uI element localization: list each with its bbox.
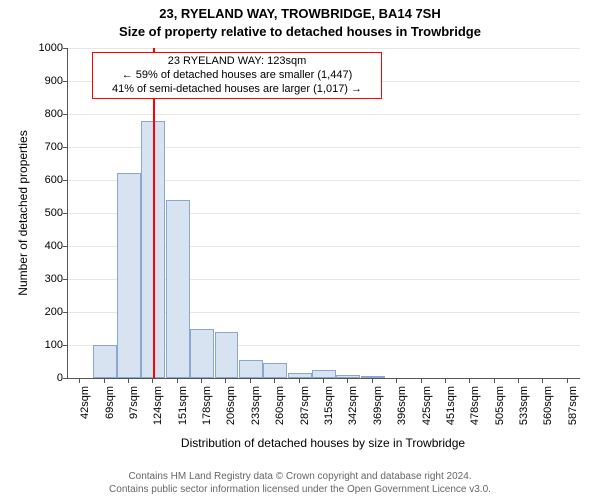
- xtick-mark: [79, 378, 80, 383]
- callout-line2: ← 59% of detached houses are smaller (1,…: [97, 69, 377, 83]
- xtick-label: 42sqm: [79, 386, 91, 436]
- bar: [117, 173, 141, 378]
- xtick-mark: [494, 378, 495, 383]
- ytick-label: 1000: [39, 42, 63, 54]
- bar: [166, 200, 190, 378]
- xtick-label: 451sqm: [445, 386, 457, 436]
- xtick-mark: [396, 378, 397, 383]
- xtick-label: 97sqm: [128, 386, 140, 436]
- xtick-label: 69sqm: [104, 386, 116, 436]
- xtick-mark: [177, 378, 178, 383]
- ytick-label: 900: [45, 75, 63, 87]
- xtick-mark: [201, 378, 202, 383]
- xtick-mark: [518, 378, 519, 383]
- xtick-mark: [274, 378, 275, 383]
- xtick-mark: [445, 378, 446, 383]
- xtick-label: 342sqm: [347, 386, 359, 436]
- bar: [93, 345, 117, 378]
- xtick-label: 533sqm: [518, 386, 530, 436]
- bar: [190, 329, 214, 379]
- xtick-mark: [372, 378, 373, 383]
- bar: [215, 332, 239, 378]
- callout-box: 23 RYELAND WAY: 123sqm← 59% of detached …: [92, 52, 382, 99]
- y-axis-label: Number of detached properties: [16, 113, 30, 313]
- xtick-label: 560sqm: [542, 386, 554, 436]
- xtick-mark: [323, 378, 324, 383]
- chart-title-line2: Size of property relative to detached ho…: [0, 24, 600, 39]
- footnote: Contains HM Land Registry data © Crown c…: [0, 471, 600, 496]
- ytick-label: 300: [45, 273, 63, 285]
- ytick-label: 500: [45, 207, 63, 219]
- callout-line1: 23 RYELAND WAY: 123sqm: [97, 55, 377, 69]
- chart-title-line1: 23, RYELAND WAY, TROWBRIDGE, BA14 7SH: [0, 6, 600, 21]
- xtick-mark: [421, 378, 422, 383]
- xtick-label: 260sqm: [274, 386, 286, 436]
- ytick-label: 100: [45, 339, 63, 351]
- footnote-line1: Contains HM Land Registry data © Crown c…: [128, 471, 471, 482]
- chart-container: { "chart": { "type": "bar", "title_line1…: [0, 0, 600, 500]
- ytick-label: 400: [45, 240, 63, 252]
- bar: [263, 363, 287, 378]
- xtick-mark: [152, 378, 153, 383]
- x-axis-label: Distribution of detached houses by size …: [67, 436, 579, 450]
- xtick-mark: [347, 378, 348, 383]
- ytick-label: 200: [45, 306, 63, 318]
- xtick-mark: [299, 378, 300, 383]
- ytick-label: 700: [45, 141, 63, 153]
- ytick-label: 800: [45, 108, 63, 120]
- gridline: [68, 48, 580, 49]
- y-axis-area: 01002003004005006007008009001000: [0, 48, 67, 378]
- xtick-label: 178sqm: [201, 386, 213, 436]
- plot-area: 23 RYELAND WAY: 123sqm← 59% of detached …: [67, 48, 580, 379]
- gridline: [68, 114, 580, 115]
- bar: [239, 360, 263, 378]
- xtick-mark: [542, 378, 543, 383]
- x-axis-area: 42sqm 69sqm 97sqm 124sqm 151sqm 178sqm 206sqm 2…: [67, 378, 579, 438]
- xtick-label: 206sqm: [225, 386, 237, 436]
- ytick-label: 600: [45, 174, 63, 186]
- xtick-label: 287sqm: [299, 386, 311, 436]
- xtick-label: 396sqm: [396, 386, 408, 436]
- xtick-mark: [225, 378, 226, 383]
- xtick-label: 233sqm: [250, 386, 262, 436]
- xtick-mark: [104, 378, 105, 383]
- xtick-label: 425sqm: [421, 386, 433, 436]
- xtick-label: 505sqm: [494, 386, 506, 436]
- xtick-label: 587sqm: [567, 386, 579, 436]
- xtick-mark: [567, 378, 568, 383]
- callout-line3: 41% of semi-detached houses are larger (…: [97, 83, 377, 97]
- xtick-label: 315sqm: [323, 386, 335, 436]
- xtick-mark: [128, 378, 129, 383]
- xtick-label: 151sqm: [177, 386, 189, 436]
- bar: [312, 370, 336, 378]
- xtick-label: 124sqm: [152, 386, 164, 436]
- footnote-line2: Contains public sector information licen…: [109, 484, 491, 495]
- xtick-mark: [250, 378, 251, 383]
- xtick-mark: [469, 378, 470, 383]
- xtick-label: 478sqm: [469, 386, 481, 436]
- xtick-label: 369sqm: [372, 386, 384, 436]
